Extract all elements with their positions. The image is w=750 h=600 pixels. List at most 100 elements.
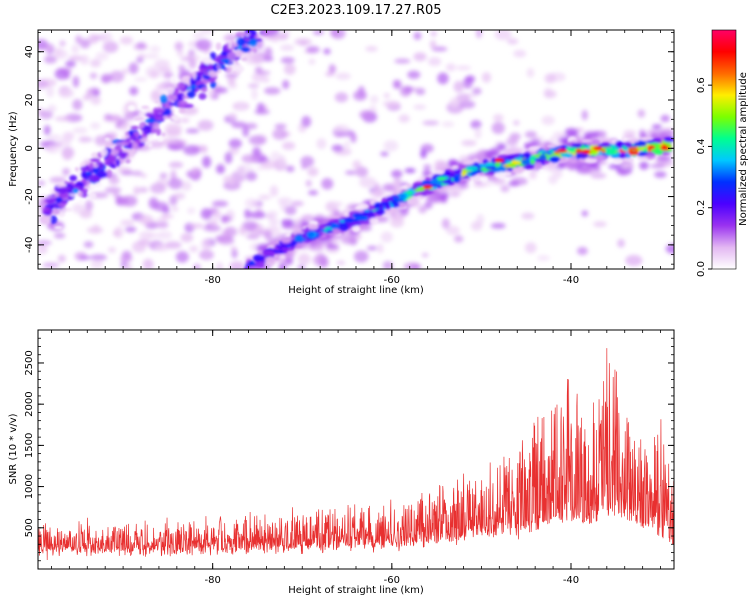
heatmap-cell	[431, 46, 448, 52]
heatmap-cell	[172, 139, 187, 146]
heatmap-cell	[78, 199, 84, 205]
heatmap-cell	[68, 55, 84, 62]
heatmap-cell	[446, 225, 460, 236]
heatmap-cell	[494, 162, 501, 168]
heatmap-cell	[180, 56, 193, 61]
heatmap-cell	[107, 153, 115, 163]
heatmap-cell	[334, 92, 349, 103]
heatmap-cell	[49, 215, 58, 224]
heatmap-cell	[357, 220, 371, 224]
heatmap-cell	[221, 215, 228, 224]
heatmap-cell	[300, 155, 315, 168]
heatmap-cell	[262, 250, 275, 257]
heatmap-cell	[552, 131, 567, 139]
heatmap-cell	[211, 200, 229, 208]
heatmap-cell	[380, 231, 394, 243]
heatmap-cell	[323, 48, 331, 55]
heatmap-cell	[444, 169, 451, 178]
heatmap-cell	[277, 197, 293, 206]
colorbar-tick: 0.4	[696, 138, 712, 154]
heatmap-cell	[166, 87, 175, 95]
heatmap-cell	[149, 45, 161, 53]
heatmap-cell	[494, 171, 507, 179]
heatmap-cell	[198, 92, 207, 100]
heatmap-cell	[412, 182, 418, 190]
heatmap-cell	[434, 160, 447, 168]
heatmap-cell	[369, 190, 386, 198]
colorbar: 0.0 0.2 0.4 0.6 Normalized spectral amplitu…	[696, 29, 749, 277]
heatmap-cell	[336, 260, 346, 265]
heatmap-cell	[546, 144, 557, 149]
heatmap-cell	[373, 202, 381, 210]
heatmap-cell	[386, 196, 394, 202]
colorbar-ticks: 0.0 0.2 0.4 0.6	[696, 77, 712, 277]
heatmap-cell	[326, 229, 334, 234]
heatmap-cell	[104, 161, 115, 166]
heatmap-cell	[256, 261, 265, 269]
heatmap-cell	[57, 254, 66, 263]
heatmap-cell	[357, 203, 369, 210]
heatmap-cell	[161, 213, 174, 219]
heatmap-cell	[53, 48, 68, 60]
heatmap-cell	[549, 156, 559, 164]
heatmap-cell	[441, 121, 455, 128]
heatmap-cell	[106, 169, 113, 178]
heatmap-cell	[453, 80, 465, 93]
heatmap-cell	[539, 169, 545, 174]
heatmap-cell	[87, 192, 97, 200]
heatmap-cell	[209, 219, 219, 227]
heatmap-cell	[104, 113, 112, 120]
heatmap-cell	[620, 162, 631, 169]
heatmap-cell	[104, 137, 111, 142]
heatmap-y-tick: -40	[24, 237, 674, 253]
heatmap-cell	[42, 262, 60, 268]
heatmap-cell	[475, 30, 483, 39]
heatmap-cell	[534, 161, 542, 168]
heatmap-cell	[492, 177, 506, 185]
heatmap-x-axis: -80 -60 -40	[51, 30, 661, 286]
heatmap-cell	[445, 63, 456, 72]
colorbar-tick-label: 0.4	[696, 138, 707, 154]
snr-y-tick-label: 1000	[24, 474, 35, 499]
heatmap-cell	[236, 104, 247, 109]
heatmap-cell	[242, 126, 250, 138]
heatmap-cell	[248, 53, 264, 65]
heatmap-cell	[465, 75, 476, 83]
heatmap-cell	[424, 201, 433, 209]
heatmap-cell	[430, 31, 437, 37]
heatmap-cell	[203, 225, 222, 232]
colorbar-gradient	[712, 30, 736, 269]
heatmap-cell	[179, 118, 190, 123]
heatmap-cell	[177, 81, 186, 90]
heatmap-cell	[231, 121, 247, 129]
heatmap-cell	[256, 230, 271, 236]
heatmap-cell	[648, 145, 656, 150]
heatmap-cell	[53, 232, 66, 239]
heatmap-cell	[312, 30, 325, 35]
heatmap-cell	[169, 195, 178, 206]
heatmap-cell	[89, 182, 95, 191]
heatmap-cell	[332, 201, 344, 207]
heatmap-cell	[470, 119, 482, 129]
heatmap-cell	[473, 182, 486, 188]
heatmap-cell	[299, 41, 307, 46]
heatmap-cell	[159, 94, 168, 104]
heatmap-cell	[264, 47, 273, 59]
heatmap-cell	[524, 142, 531, 150]
heatmap-cell	[594, 155, 608, 160]
heatmap-cell	[186, 90, 196, 99]
heatmap-cell	[485, 152, 501, 157]
heatmap-cell	[508, 181, 520, 187]
heatmap-cell	[428, 57, 442, 67]
heatmap-cell	[125, 137, 131, 143]
heatmap-y-tick: -20	[24, 188, 674, 205]
heatmap-cell	[236, 37, 246, 47]
snr-y-tick: 1000	[24, 474, 674, 499]
snr-series-line	[38, 348, 674, 561]
heatmap-cell	[88, 162, 94, 170]
heatmap-cell	[272, 128, 288, 140]
heatmap-cell	[101, 177, 108, 186]
heatmap-cell	[159, 172, 168, 179]
heatmap-cell	[443, 186, 459, 193]
heatmap-cell	[660, 114, 670, 123]
